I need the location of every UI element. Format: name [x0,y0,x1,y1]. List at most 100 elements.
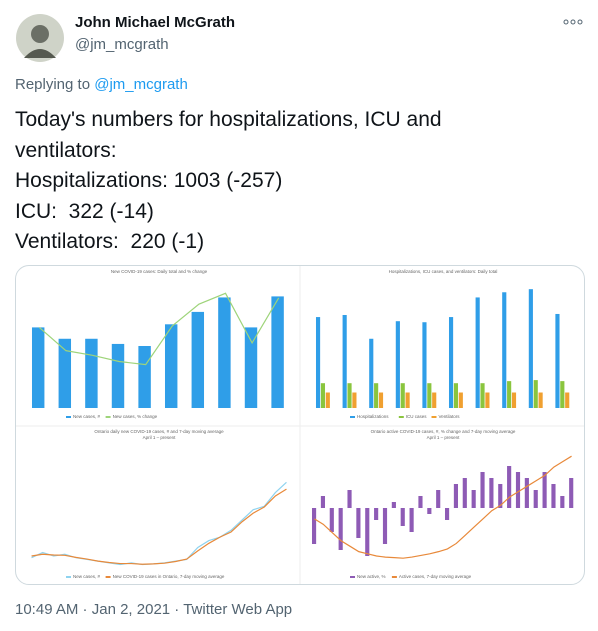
bar [565,392,570,408]
legend-swatch [350,416,355,418]
line [314,455,572,559]
chart-title: Hospitalizations, ICU cases, and ventila… [389,269,498,274]
bar [427,508,432,514]
bar [391,502,396,508]
reply-link[interactable]: @jm_mcgrath [94,76,188,93]
bar [475,297,480,408]
bar [400,508,405,526]
legend-label: Active cases, 7-day moving average [399,574,472,579]
line [31,481,287,566]
text-line: Ventilators: 220 (-1) [15,230,205,253]
bar [338,508,343,550]
bar [569,478,574,508]
bar [315,317,321,408]
text-line: ventilators: [15,138,117,162]
bar [462,478,467,508]
legend-swatch [105,416,111,418]
bar [444,508,450,520]
tweet-meta: 10:49 AM · Jan 2, 2021 · Twitter Web App [15,601,293,618]
legend-label: New cases, # [73,414,101,419]
line [31,488,287,565]
legend-label: New active, % [357,574,386,579]
text-line: Today's numbers for hospitalizations, IC… [15,108,442,131]
chart-subtitle: April 1 – present [427,435,461,440]
bar [244,327,258,408]
bar [427,383,432,408]
bar [405,392,410,408]
bar [533,380,538,408]
legend-swatch [66,416,71,418]
bar [533,490,538,508]
bar [436,490,441,508]
bar [502,292,507,408]
bar [538,392,543,408]
bar [395,321,400,408]
line [38,292,280,366]
display-name[interactable]: John Michael McGrath [75,14,236,31]
legend-swatch [66,576,71,578]
bar [369,338,374,408]
user-handle[interactable]: @jm_mcgrath [75,36,169,53]
bar [378,392,384,408]
bar [560,381,565,408]
bar [560,496,565,508]
legend-label: ICU cases [406,414,428,419]
bar [85,338,98,408]
bar [218,297,231,408]
legend-label: Ventilators [439,414,461,419]
bar [458,392,463,408]
bar [138,346,151,408]
bar [528,289,533,408]
bar [409,508,414,532]
bar [507,466,512,508]
legend-label: New cases, % change [113,414,158,419]
bar [489,478,494,508]
legend-swatch [398,416,404,418]
bar [58,338,72,408]
bar [329,508,334,532]
bar [320,383,326,408]
bar [551,484,556,508]
reply-context: Replying to @jm_mcgrath [15,76,188,93]
bar [542,472,547,508]
bar [342,315,347,408]
legend-label: New COVID-19 cases in Ontario, 7-day mov… [113,574,225,579]
chart-title: Ontario active COVID-19 cases, #, % chan… [371,429,516,434]
legend-swatch [350,576,355,578]
legend-swatch [391,576,397,578]
bar [515,472,521,508]
bar [422,322,427,408]
bar [111,343,125,408]
bar [485,392,490,408]
legend-label: New cases, # [73,574,101,579]
bar [356,508,361,538]
bar [453,383,459,408]
bar [347,490,352,508]
text-line: Hospitalizations: 1003 (-257) [15,169,283,192]
bar [480,472,485,508]
source[interactable]: Twitter Web App [183,601,293,618]
bar [448,317,454,408]
legend-swatch [431,416,437,418]
bar [382,508,388,544]
chart-title: New COVID-19 cases: Daily total and % ch… [111,269,208,274]
time[interactable]: 10:49 AM [15,601,79,618]
bar [325,392,330,408]
bar [320,496,326,508]
chart-grid: New COVID-19 cases: Daily total and % ch… [16,266,584,584]
bar [418,496,423,508]
bar [498,484,503,508]
bar [400,383,405,408]
bar [352,392,357,408]
bar [31,327,45,408]
bar [524,478,529,508]
legend-label: Hospitalizations [357,414,389,419]
avatar[interactable] [16,14,64,62]
bar [271,296,284,408]
tweet-image[interactable]: New COVID-19 cases: Daily total and % ch… [15,265,585,585]
bar [471,490,476,508]
bar [365,508,370,556]
date[interactable]: Jan 2, 2021 [91,601,171,618]
more-button[interactable] [563,18,583,26]
